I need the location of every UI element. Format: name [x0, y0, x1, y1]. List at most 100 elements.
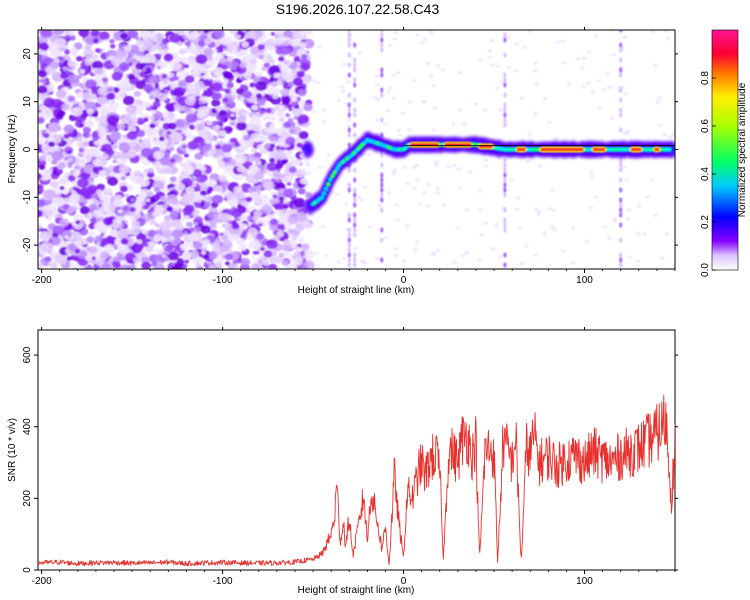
spectrogram-noise-blob	[220, 234, 229, 242]
spectrogram-noise-blob	[253, 209, 263, 218]
spectrogram-faint-blob	[626, 129, 631, 133]
spectrogram-noise-blob	[43, 97, 56, 108]
spectrogram-noise-blob	[66, 150, 72, 155]
spectrogram-streak-blob	[619, 67, 623, 73]
spectrogram-noise-blob	[215, 52, 223, 58]
spectrogram-noise-blob	[217, 160, 227, 169]
spectrogram-streak-blob	[619, 202, 623, 208]
spectrogram-faint-blob	[483, 221, 488, 226]
page-title: S196.2026.107.22.58.C43	[275, 1, 440, 17]
spectrogram-noise-blob	[112, 144, 118, 150]
spectrogram-faint-blob	[554, 137, 559, 141]
spectrogram-noise-blob	[66, 256, 72, 261]
spectrogram-noise-blob	[136, 239, 143, 245]
spectrogram-faint-blob	[613, 217, 618, 221]
spectrogram-noise-blob	[253, 152, 262, 159]
spectrogram-noise-blob	[203, 238, 211, 245]
spectrogram-noise-blob	[186, 221, 193, 227]
spectrogram-noise-blob	[256, 160, 262, 165]
spectrogram-noise-blob	[164, 151, 170, 157]
spectrogram-y-label: Frequency (Hz)	[7, 115, 18, 184]
spectrogram-noise-blob	[163, 53, 174, 62]
spectrogram-noise-blob	[194, 152, 203, 160]
spectrogram-noise-blob	[90, 30, 100, 37]
trace-highlight-blob	[319, 195, 325, 201]
spectrogram-noise-blob	[249, 82, 256, 88]
spectrogram-noise-blob	[264, 114, 271, 120]
spectrogram-noise-blob	[245, 197, 252, 202]
spectrogram-noise-blob	[157, 248, 165, 255]
spectrogram-noise-blob	[123, 220, 128, 225]
spectrogram-noise-blob	[130, 198, 136, 202]
spectrogram-faint-blob	[431, 128, 437, 132]
spectrogram-noise-blob	[38, 261, 44, 269]
spectrogram-faint-blob	[498, 108, 503, 112]
spectrogram-faint-blob	[624, 178, 629, 182]
spectrogram-noise-blob	[141, 137, 152, 146]
spectrogram-noise-blob	[98, 125, 105, 132]
spectrogram-noise-blob	[44, 256, 52, 263]
spectrogram-noise-blob	[50, 61, 60, 70]
spectrogram-noise-blob	[120, 118, 127, 124]
spectrogram-noise-blob	[169, 147, 175, 152]
spectrogram-noise-blob	[153, 187, 161, 193]
spectrogram-faint-blob	[375, 97, 381, 101]
spectrogram-noise-blob	[184, 64, 189, 68]
spectrogram-faint-blob	[391, 73, 396, 77]
spectrogram-noise-blob	[226, 55, 234, 62]
spectrogram-faint-blob	[625, 217, 631, 221]
spectrogram-faint-blob	[435, 187, 440, 191]
spectrogram-faint-blob	[458, 70, 463, 74]
spectrogram-noise-blob	[280, 88, 290, 97]
spectrogram-noise-blob	[102, 207, 110, 213]
spectrogram-noise-blob	[84, 35, 97, 45]
spectrogram-faint-blob	[464, 251, 469, 255]
spectrogram-noise-blob	[178, 48, 186, 55]
spectrogram-streak-blob	[347, 107, 351, 113]
spectrogram-faint-blob	[411, 166, 417, 170]
spectrogram-noise-blob	[292, 257, 304, 266]
spectrogram-noise-blob	[300, 62, 311, 71]
spectrogram-faint-blob	[426, 204, 431, 208]
spectrogram-noise-blob	[248, 98, 254, 104]
spectrogram-noise-blob	[139, 30, 151, 39]
spectrogram-noise-blob	[297, 237, 305, 243]
spectrogram-noise-blob	[60, 72, 68, 79]
spectrogram-noise-blob	[226, 44, 238, 55]
colorbar-tick-label: 0.8	[700, 71, 711, 85]
spectrogram-noise-blob	[229, 121, 235, 126]
spectrogram-noise-blob	[263, 181, 275, 191]
spectrogram-faint-blob	[589, 206, 594, 210]
spectrogram-noise-blob	[291, 96, 298, 103]
spectrogram-noise-blob	[99, 251, 110, 260]
spectrogram-streak-blob	[503, 222, 507, 228]
spectrogram-noise-blob	[131, 220, 140, 228]
spectrogram-noise-blob	[298, 41, 307, 48]
spectrogram-noise-blob	[255, 93, 263, 99]
spectrogram-noise-blob	[255, 81, 267, 91]
spectrogram-noise-blob	[241, 30, 247, 33]
snr-y-ticks: 0 200 400 600	[22, 346, 678, 573]
spectrogram-faint-blob	[547, 120, 552, 124]
spectrogram-noise-blob	[82, 126, 91, 134]
spectrogram-faint-blob	[642, 232, 648, 236]
spectrogram-faint-blob	[395, 218, 400, 222]
spectrogram-noise-blob	[278, 137, 285, 143]
spectrogram-noise-blob	[143, 53, 156, 64]
spectrogram-noise-blob	[116, 123, 126, 130]
spectrogram-streak-blob	[347, 227, 351, 233]
spectrogram-faint-blob	[487, 49, 493, 53]
spectrogram-noise-blob	[288, 166, 297, 174]
spectrogram-noise-blob	[169, 176, 177, 182]
spectrogram-noise-blob	[170, 158, 176, 163]
spectrogram-streak-blob	[347, 142, 351, 148]
spectrogram-noise-blob	[81, 86, 87, 91]
spectrogram-streak-blob	[619, 42, 623, 48]
spectrogram-noise-blob	[126, 149, 137, 158]
spectrogram-streak-blob	[619, 262, 623, 268]
spectrogram-noise-blob	[282, 188, 293, 198]
spectrogram-noise-blob	[117, 244, 130, 255]
spectrogram-noise-blob	[184, 40, 192, 47]
spectrogram-faint-blob	[667, 135, 673, 139]
spectrogram-faint-blob	[457, 186, 462, 190]
